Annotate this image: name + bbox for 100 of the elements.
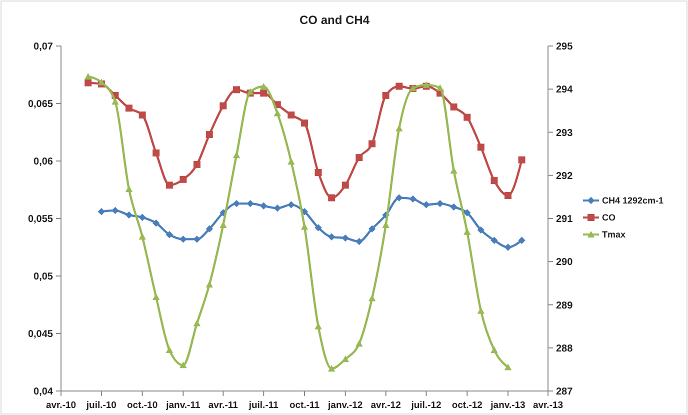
point xyxy=(274,110,281,116)
point xyxy=(436,84,444,91)
point xyxy=(422,201,430,208)
point xyxy=(288,158,295,165)
point xyxy=(314,169,322,176)
point xyxy=(301,120,308,127)
point xyxy=(518,156,526,164)
y-tick-label: 0,05 xyxy=(34,272,54,282)
point xyxy=(464,228,471,235)
point xyxy=(356,154,363,162)
point xyxy=(193,320,201,326)
point xyxy=(206,131,213,138)
y2-tick-label: 294 xyxy=(556,84,574,96)
x-tick-label: oct.-10 xyxy=(127,400,158,411)
y2-tick-label: 293 xyxy=(556,128,574,139)
point xyxy=(232,152,240,158)
point xyxy=(193,160,200,168)
y2-tick-label: 288 xyxy=(556,343,574,354)
point xyxy=(125,104,132,112)
y-tick-label: 0,045 xyxy=(28,329,54,340)
x-tick-label: avr.-13 xyxy=(532,400,564,411)
point xyxy=(246,200,254,208)
x-tick-label: juil.-12 xyxy=(410,400,442,411)
point xyxy=(396,194,403,202)
point xyxy=(450,167,458,174)
point xyxy=(193,236,201,243)
x-tick-label: oct.-11 xyxy=(289,400,320,411)
legend-label: Tmax xyxy=(602,230,626,240)
point xyxy=(396,82,403,90)
x-tick-label: avr.-10 xyxy=(46,400,76,411)
point xyxy=(356,238,363,246)
point xyxy=(314,322,322,330)
point xyxy=(368,140,376,148)
point xyxy=(300,223,308,230)
point xyxy=(382,221,390,228)
x-tick-label: avr.-12 xyxy=(370,400,401,411)
point xyxy=(288,201,295,208)
point xyxy=(504,192,512,199)
point xyxy=(180,236,187,243)
point xyxy=(436,200,444,208)
point xyxy=(260,90,268,97)
point xyxy=(166,182,173,189)
point xyxy=(288,112,295,118)
point xyxy=(180,176,187,183)
point xyxy=(368,225,376,232)
legend-label: CO xyxy=(602,212,616,223)
y2-tick-label: 295 xyxy=(556,42,574,52)
x-tick-label: janv.-12 xyxy=(327,400,363,411)
y2-tick-label: 292 xyxy=(556,170,574,182)
point xyxy=(206,225,214,232)
point xyxy=(490,346,498,354)
x-tick-label: juil.-11 xyxy=(248,400,280,411)
point xyxy=(368,294,376,302)
point xyxy=(477,307,485,314)
point xyxy=(356,340,363,347)
y-tick-label: 0,07 xyxy=(34,42,54,52)
point xyxy=(464,114,471,121)
y-tick-label: 0,04 xyxy=(34,386,54,398)
point xyxy=(112,206,119,214)
point xyxy=(260,202,268,210)
point xyxy=(112,98,119,105)
point xyxy=(180,362,187,368)
point xyxy=(166,346,174,354)
point xyxy=(206,280,214,288)
point xyxy=(220,221,227,228)
point xyxy=(490,236,498,244)
point xyxy=(328,364,336,372)
legend-label: CH4 1292cm-1 xyxy=(602,196,664,206)
point xyxy=(84,73,92,80)
y2-tick-label: 291 xyxy=(556,214,574,225)
point xyxy=(477,226,485,234)
point xyxy=(152,149,160,156)
point xyxy=(504,244,512,251)
point xyxy=(518,236,526,244)
point xyxy=(328,233,336,240)
point xyxy=(409,195,417,203)
x-tick-label: avr.-11 xyxy=(208,400,239,411)
point xyxy=(125,186,133,192)
y-tick-label: 0,065 xyxy=(28,99,54,110)
point xyxy=(84,79,92,86)
point xyxy=(152,293,160,300)
point xyxy=(274,204,281,212)
point xyxy=(382,92,390,99)
point xyxy=(342,182,349,189)
point xyxy=(233,86,240,94)
point xyxy=(152,220,160,227)
point xyxy=(328,194,336,202)
y2-tick-label: 287 xyxy=(556,386,574,398)
point xyxy=(450,203,458,211)
y2-tick-label: 289 xyxy=(556,300,574,312)
point xyxy=(342,234,349,242)
point xyxy=(166,231,174,238)
y-tick-label: 0,06 xyxy=(34,156,54,168)
chart-title: CO and CH4 xyxy=(299,13,370,27)
point xyxy=(464,209,471,216)
point xyxy=(342,355,349,362)
x-tick-label: janv.-13 xyxy=(490,400,526,411)
x-tick-label: juil.-10 xyxy=(85,400,116,411)
y2-tick-label: 290 xyxy=(556,257,574,268)
y-tick-label: 0,055 xyxy=(28,214,54,225)
